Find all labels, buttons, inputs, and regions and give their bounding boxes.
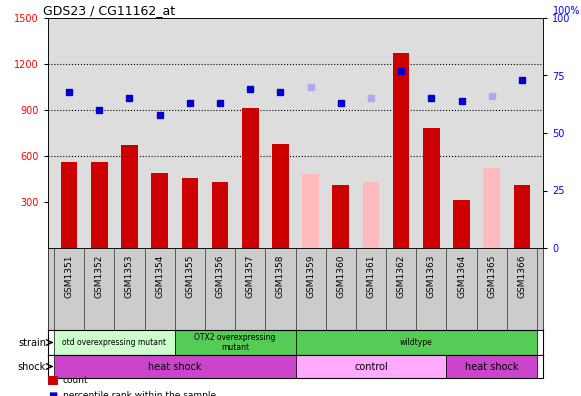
Text: OTX2 overexpressing
mutant: OTX2 overexpressing mutant [195,333,276,352]
Text: otd overexpressing mutant: otd overexpressing mutant [62,338,166,347]
Text: heat shock: heat shock [465,362,518,371]
Text: GSM1361: GSM1361 [367,255,375,298]
Text: strain: strain [18,337,46,348]
Text: GSM1365: GSM1365 [487,255,496,298]
Text: GSM1355: GSM1355 [185,255,195,298]
Text: GSM1354: GSM1354 [155,255,164,298]
Bar [483,168,500,248]
Text: shock: shock [18,362,46,371]
Bar [453,200,470,248]
Text: GSM1366: GSM1366 [517,255,526,298]
Bar [332,185,349,248]
Text: GSM1360: GSM1360 [336,255,345,298]
Text: wildtype: wildtype [400,338,433,347]
Text: GSM1364: GSM1364 [457,255,466,298]
Text: GSM1359: GSM1359 [306,255,315,298]
Bar [514,185,530,248]
Bar [296,355,446,378]
Bar [363,182,379,248]
Bar [121,145,138,248]
Text: GSM1353: GSM1353 [125,255,134,298]
Bar [302,174,319,248]
Text: GSM1363: GSM1363 [427,255,436,298]
Text: GSM1357: GSM1357 [246,255,254,298]
Bar [54,355,296,378]
Bar [175,330,296,355]
Bar [61,162,77,248]
Text: GSM1362: GSM1362 [397,255,406,298]
Text: GSM1351: GSM1351 [64,255,74,298]
Bar [54,330,175,355]
Bar [242,109,259,248]
Text: ■: ■ [49,391,58,396]
Text: GSM1356: GSM1356 [216,255,224,298]
Text: percentile rank within the sample: percentile rank within the sample [63,391,216,396]
Bar [393,53,410,248]
Bar [152,173,168,248]
Bar [446,355,537,378]
Bar [211,182,228,248]
Text: GSM1358: GSM1358 [276,255,285,298]
Bar [91,162,107,248]
Text: GDS23 / CG11162_at: GDS23 / CG11162_at [43,4,175,17]
Bar [181,178,198,248]
Text: control: control [354,362,388,371]
Text: 100%: 100% [553,6,580,16]
Bar [272,144,289,248]
Text: count: count [63,376,88,385]
Bar [423,128,440,248]
Text: GSM1352: GSM1352 [95,255,104,298]
Text: heat shock: heat shock [148,362,202,371]
Bar [296,330,537,355]
